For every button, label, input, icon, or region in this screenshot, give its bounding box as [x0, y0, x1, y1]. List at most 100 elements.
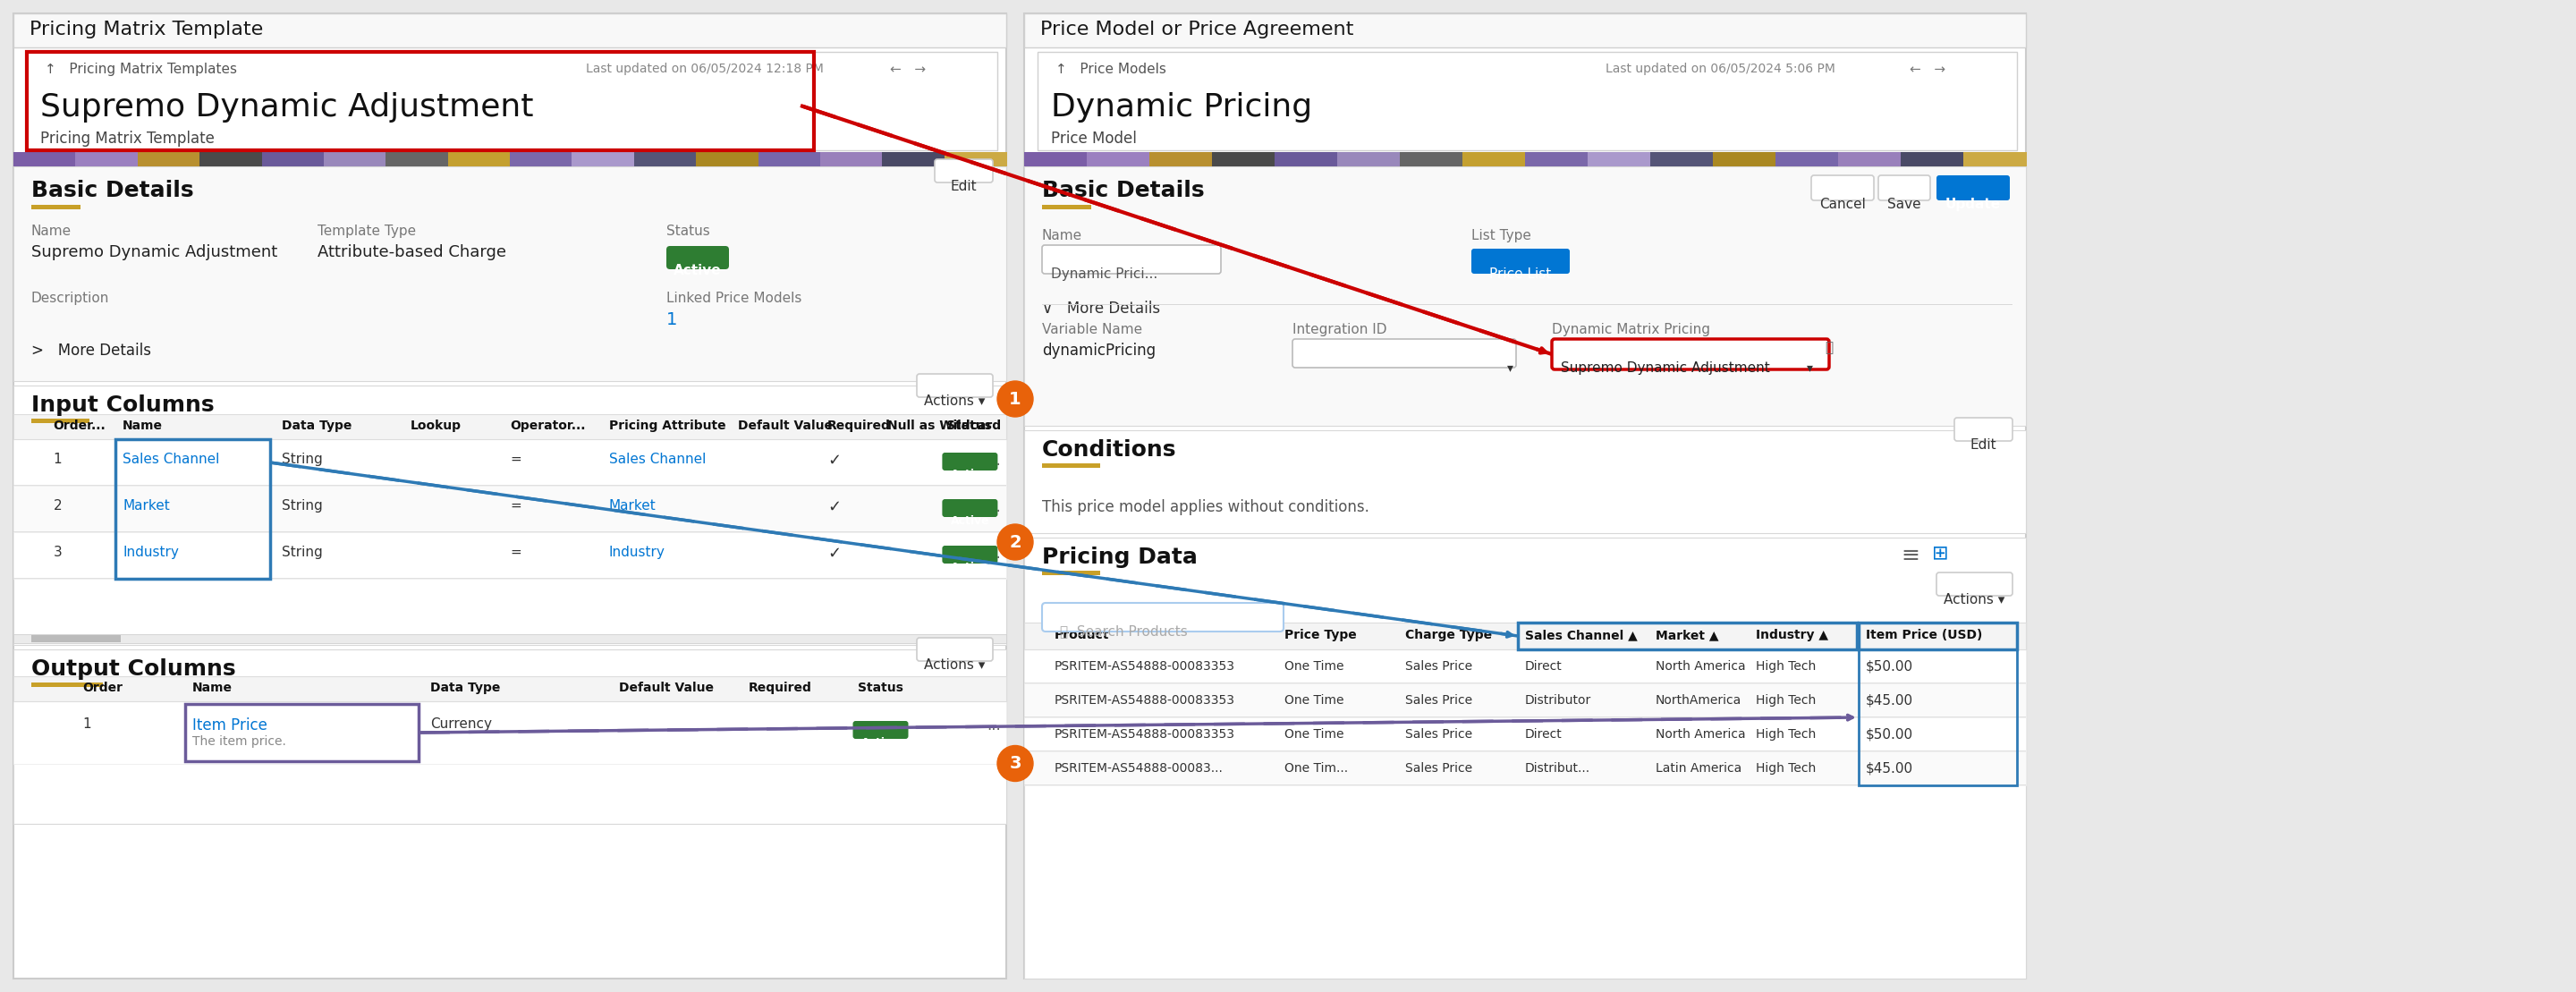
Text: Pricing Attribute: Pricing Attribute: [608, 420, 726, 433]
Text: =: =: [510, 452, 520, 466]
Text: Cancel: Cancel: [1819, 197, 1865, 211]
Text: >   More Details: > More Details: [31, 342, 152, 359]
Text: Distribut...: Distribut...: [1525, 762, 1589, 775]
Text: Product: Product: [1054, 629, 1110, 642]
Text: ...: ...: [987, 452, 999, 468]
Text: Item Price: Item Price: [193, 717, 268, 733]
Text: Required: Required: [827, 420, 891, 433]
Text: Name: Name: [193, 682, 232, 694]
Text: ✓: ✓: [827, 452, 842, 468]
Text: Sales Price: Sales Price: [1404, 660, 1471, 673]
Bar: [448, 152, 510, 167]
Text: ✓: ✓: [827, 546, 842, 561]
Bar: [1025, 538, 2025, 978]
Text: ∨   More Details: ∨ More Details: [1043, 301, 1159, 316]
Text: One Tim...: One Tim...: [1285, 762, 1347, 775]
Bar: [1025, 717, 2025, 751]
Bar: [263, 152, 325, 167]
FancyBboxPatch shape: [1293, 339, 1517, 368]
Text: Direct: Direct: [1525, 660, 1564, 673]
Text: The item price.: The item price.: [193, 735, 286, 748]
FancyBboxPatch shape: [943, 452, 997, 470]
Bar: [1399, 152, 1463, 167]
Bar: [1775, 152, 1839, 167]
Text: Last updated on 06/05/2024 12:18 PM: Last updated on 06/05/2024 12:18 PM: [585, 62, 824, 75]
Text: High Tech: High Tech: [1754, 694, 1816, 706]
Text: Status: Status: [667, 224, 711, 238]
Bar: [31, 204, 80, 209]
FancyBboxPatch shape: [943, 546, 997, 563]
Text: Actions ▾: Actions ▾: [1942, 593, 2004, 606]
Text: North America: North America: [1656, 728, 1747, 741]
Text: This price model applies without conditions.: This price model applies without conditi…: [1043, 499, 1370, 515]
Bar: [185, 704, 420, 761]
Bar: [75, 152, 139, 167]
Bar: [945, 152, 1007, 167]
Text: ≡: ≡: [1901, 545, 1919, 566]
Text: Actions ▾: Actions ▾: [925, 659, 984, 672]
Bar: [198, 152, 263, 167]
Text: ⌕  Search Products: ⌕ Search Products: [1059, 624, 1188, 638]
Text: Sales Price: Sales Price: [1404, 694, 1471, 706]
Text: One Time: One Time: [1285, 660, 1345, 673]
Bar: [13, 486, 1007, 533]
Text: Sales Price: Sales Price: [1404, 728, 1471, 741]
Bar: [13, 14, 1007, 48]
Bar: [757, 152, 822, 167]
Text: Order...: Order...: [54, 420, 106, 433]
Text: ←   →: ← →: [889, 62, 925, 76]
FancyBboxPatch shape: [1937, 176, 2009, 200]
Text: Active: Active: [951, 468, 989, 480]
Text: Order: Order: [82, 682, 124, 694]
Text: 1: 1: [1010, 391, 1020, 408]
Text: Market: Market: [124, 499, 170, 513]
Text: Dynamic Matrix Pricing: Dynamic Matrix Pricing: [1551, 323, 1710, 336]
Text: String: String: [281, 546, 322, 559]
Text: Sales Channel ▲: Sales Channel ▲: [1525, 629, 1638, 642]
Circle shape: [997, 524, 1033, 559]
Text: Sales Price: Sales Price: [1404, 762, 1471, 775]
Text: ✓: ✓: [827, 499, 842, 515]
Bar: [137, 152, 201, 167]
Text: ⊞: ⊞: [1932, 545, 1947, 562]
Text: Active: Active: [860, 737, 899, 749]
Text: High Tech: High Tech: [1754, 762, 1816, 775]
Bar: [1211, 152, 1275, 167]
Bar: [13, 14, 1007, 978]
Text: ▾: ▾: [1507, 361, 1515, 374]
Bar: [13, 701, 1007, 764]
Text: String: String: [281, 499, 322, 513]
FancyBboxPatch shape: [1937, 572, 2012, 596]
Text: Default Value: Default Value: [739, 420, 832, 433]
Text: Save: Save: [1888, 197, 1922, 211]
Text: $45.00: $45.00: [1865, 694, 1914, 707]
Bar: [13, 414, 1007, 439]
FancyBboxPatch shape: [935, 160, 992, 183]
Text: 2: 2: [54, 499, 62, 513]
Bar: [1275, 152, 1337, 167]
Text: Description: Description: [31, 292, 108, 305]
Text: Price Model: Price Model: [1051, 131, 1136, 147]
Bar: [1043, 463, 1100, 468]
Bar: [1963, 152, 2027, 167]
Text: Data Type: Data Type: [430, 682, 500, 694]
Text: Actions ▾: Actions ▾: [925, 395, 984, 408]
Text: Distributor: Distributor: [1525, 694, 1592, 706]
Text: $50.00: $50.00: [1865, 728, 1914, 742]
Text: PSRITEM-AS54888-00083...: PSRITEM-AS54888-00083...: [1054, 762, 1224, 775]
Text: Last updated on 06/05/2024 5:06 PM: Last updated on 06/05/2024 5:06 PM: [1605, 62, 1834, 75]
Bar: [1038, 52, 2017, 150]
Bar: [13, 386, 1007, 645]
Bar: [1087, 152, 1151, 167]
FancyBboxPatch shape: [1811, 176, 1873, 200]
Bar: [26, 52, 997, 150]
Text: Template Type: Template Type: [317, 224, 417, 238]
Text: 3: 3: [54, 546, 62, 559]
Text: Attribute-based Charge: Attribute-based Charge: [317, 244, 507, 260]
Bar: [1839, 152, 1901, 167]
Bar: [696, 152, 760, 167]
FancyBboxPatch shape: [1043, 603, 1283, 632]
Text: Market: Market: [608, 499, 657, 513]
Bar: [634, 152, 698, 167]
Text: dynamicPricing: dynamicPricing: [1043, 342, 1157, 359]
